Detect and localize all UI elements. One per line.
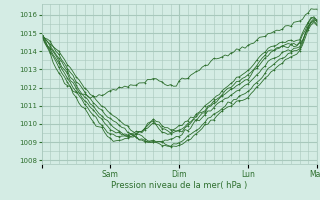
X-axis label: Pression niveau de la mer( hPa ): Pression niveau de la mer( hPa ): [111, 181, 247, 190]
